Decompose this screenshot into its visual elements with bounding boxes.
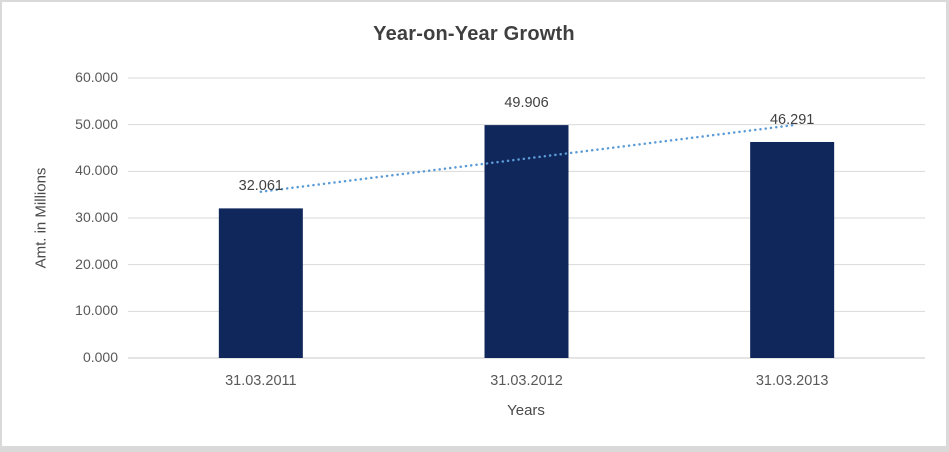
x-axis-title: Years: [507, 402, 545, 419]
y-tick-label: 50.000: [75, 115, 118, 132]
x-tick-label: 31.03.2011: [225, 373, 297, 389]
trendline: [259, 124, 794, 193]
bar-31.03.2012: [484, 125, 569, 358]
plot-area: [128, 77, 925, 359]
bar-31.03.2013: [750, 141, 835, 358]
data-label: 49.906: [504, 95, 549, 112]
y-tick-label: 60.000: [75, 69, 118, 85]
y-tick-label: 10.000: [75, 302, 118, 319]
data-label: 32.061: [238, 178, 284, 195]
chart-title: Year-on-Year Growth: [373, 23, 575, 45]
x-tick-label: 31.03.2012: [490, 373, 563, 389]
y-tick-label: 40.000: [75, 162, 118, 179]
y-tick-label: 30.000: [75, 209, 118, 225]
bar-31.03.2011: [218, 208, 303, 358]
y-tick-label: 0.000: [82, 349, 118, 365]
data-label: 46.291: [769, 111, 815, 128]
x-tick-label: 31.03.2013: [755, 373, 829, 389]
y-tick-label: 20.000: [75, 255, 118, 272]
